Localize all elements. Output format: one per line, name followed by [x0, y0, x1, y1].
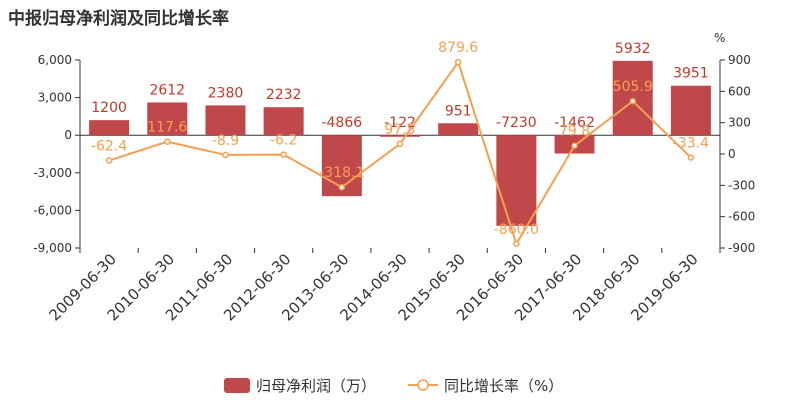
line-point [222, 151, 229, 159]
line-data-label: -6.2 [270, 133, 297, 149]
line-point [513, 240, 520, 248]
legend-line-marker [417, 379, 429, 391]
bar [89, 120, 130, 136]
y-right-tick-label: -300 [728, 178, 755, 192]
line-data-label: 505.9 [613, 79, 653, 95]
legend-bar-swatch [224, 378, 250, 393]
line-data-label: 879.6 [438, 40, 478, 56]
line-data-label: 97.5 [384, 122, 415, 138]
bar-data-label: -4866 [321, 115, 362, 131]
legend-bar-label: 归母净利润（万） [256, 377, 376, 395]
bar [147, 102, 188, 136]
bar-data-label: 2612 [149, 82, 185, 98]
bar-series [89, 60, 711, 226]
line-point [280, 151, 287, 158]
y-right-tick-label: 0 [728, 147, 736, 161]
bar [496, 135, 537, 226]
line-data-label: -62.4 [91, 139, 127, 155]
bar [205, 105, 246, 136]
line-point [454, 58, 462, 66]
y-right-tick-label: 900 [728, 53, 751, 67]
data-labels: 1200 2612 2380 2232 -4866 -122 951 -7230 -1462 59… [91, 40, 709, 238]
line-data-label: -33.4 [673, 135, 709, 151]
bar-data-label: 1200 [91, 100, 127, 116]
y-right-tick-label: -600 [728, 210, 755, 224]
bar [438, 123, 479, 136]
y-left-tick-label: 0 [64, 128, 72, 142]
legend[interactable]: 归母净利润（万） 同比增长率（%） [224, 377, 563, 395]
line-point [629, 97, 636, 105]
line-data-label: 79.8 [559, 124, 590, 140]
line-point [338, 183, 346, 191]
bar [263, 107, 304, 136]
bar-data-label: -122 [384, 115, 416, 131]
line-point [687, 154, 695, 161]
y-right-tick-label: 600 [728, 84, 751, 98]
line-point [164, 138, 171, 145]
bar-data-label: -7230 [496, 115, 537, 131]
line-data-label: -860.0 [494, 222, 539, 238]
y-left-tick-label: 6,000 [38, 53, 72, 67]
y-right-tick-label: -900 [728, 241, 755, 255]
bar-data-label: 3951 [673, 66, 709, 82]
bar-data-label: -1462 [554, 115, 595, 131]
bar-data-label: 2232 [266, 87, 302, 103]
x-axis-ticks: 2009-06-302010-06-302011-06-302012-06-30… [46, 250, 702, 324]
bar-data-label: 5932 [615, 41, 651, 57]
line-point [571, 142, 578, 149]
y-left-tick-label: 3,000 [38, 91, 72, 105]
line-data-label: -8.9 [212, 133, 239, 149]
chart-title: 中报归母净利润及同比增长率 [8, 9, 229, 29]
line-series [105, 58, 695, 248]
y-left-tick-label: -3,000 [33, 166, 72, 180]
line-data-label: 117.6 [147, 120, 187, 136]
y-left-tick-label: -6,000 [33, 203, 72, 217]
y-right-tick-label: 300 [728, 116, 751, 130]
line-data-label: -318.1 [319, 165, 364, 181]
y-left-tick-label: -9,000 [33, 241, 72, 255]
legend-line-label: 同比增长率（%） [444, 377, 563, 395]
bar-data-label: 2380 [208, 85, 244, 101]
bar [380, 135, 420, 137]
bar-data-label: 951 [445, 103, 472, 119]
y-right-unit: % [714, 31, 725, 45]
growth-line [108, 59, 692, 247]
bar [670, 85, 711, 136]
line-point [396, 140, 404, 148]
line-point [105, 157, 113, 164]
